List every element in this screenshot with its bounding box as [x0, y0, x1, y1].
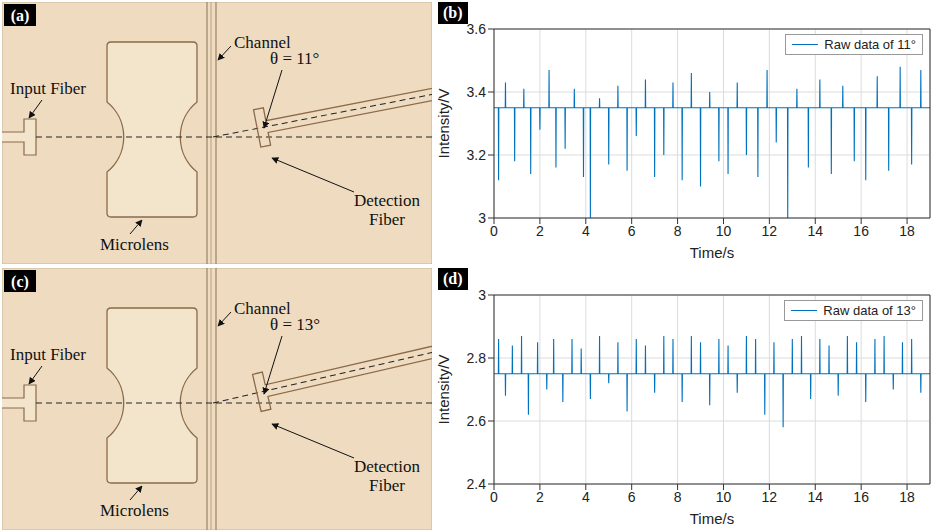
svg-text:10: 10: [716, 489, 732, 505]
svg-text:6: 6: [628, 223, 636, 239]
svg-text:10: 10: [716, 223, 732, 239]
svg-text:Intensity/V: Intensity/V: [436, 88, 452, 158]
svg-text:3.2: 3.2: [467, 147, 487, 163]
svg-text:DetectionFiber: DetectionFiber: [354, 457, 421, 495]
svg-text:DetectionFiber: DetectionFiber: [354, 191, 421, 229]
svg-text:2: 2: [536, 489, 544, 505]
html-text:Raw data of 11°: Raw data of 11°: [824, 37, 916, 52]
svg-text:2.6: 2.6: [467, 413, 487, 429]
svg-text:16: 16: [853, 223, 869, 239]
svg-text:Time/s: Time/s: [690, 510, 734, 527]
svg-text:Microlens: Microlens: [100, 235, 169, 254]
svg-text:4: 4: [582, 223, 590, 239]
svg-text:14: 14: [807, 223, 823, 239]
svg-text:6: 6: [628, 489, 636, 505]
svg-text:θ = 11°: θ = 11°: [270, 49, 319, 68]
svg-text:(c): (c): [11, 273, 29, 291]
svg-text:Input Fiber: Input Fiber: [10, 345, 86, 364]
svg-text:3.6: 3.6: [467, 21, 487, 37]
svg-text:8: 8: [674, 489, 682, 505]
svg-text:(a): (a): [11, 7, 30, 25]
svg-text:Intensity/V: Intensity/V: [436, 354, 452, 424]
html-text:Raw data of 13°: Raw data of 13°: [823, 303, 916, 318]
html-text:(d): (d): [443, 270, 463, 287]
svg-text:θ = 13°: θ = 13°: [270, 315, 320, 334]
svg-text:Input Fiber: Input Fiber: [10, 79, 86, 98]
svg-text:0: 0: [490, 489, 498, 505]
svg-text:14: 14: [807, 489, 823, 505]
svg-text:Channel: Channel: [234, 299, 291, 318]
svg-text:18: 18: [899, 223, 915, 239]
svg-text:2.8: 2.8: [467, 350, 487, 366]
svg-text:4: 4: [582, 489, 590, 505]
svg-text:18: 18: [899, 489, 915, 505]
svg-text:12: 12: [762, 489, 778, 505]
svg-text:3: 3: [478, 287, 486, 303]
svg-text:3: 3: [478, 210, 486, 226]
svg-text:Time/s: Time/s: [690, 244, 734, 261]
svg-text:Channel: Channel: [234, 33, 291, 52]
svg-text:Microlens: Microlens: [100, 501, 169, 520]
svg-text:3.4: 3.4: [467, 84, 487, 100]
svg-text:12: 12: [762, 223, 778, 239]
svg-text:0: 0: [490, 223, 498, 239]
html-text:(b): (b): [443, 4, 463, 21]
svg-text:8: 8: [674, 223, 682, 239]
svg-text:2.4: 2.4: [467, 476, 487, 492]
svg-text:2: 2: [536, 223, 544, 239]
svg-text:16: 16: [853, 489, 869, 505]
